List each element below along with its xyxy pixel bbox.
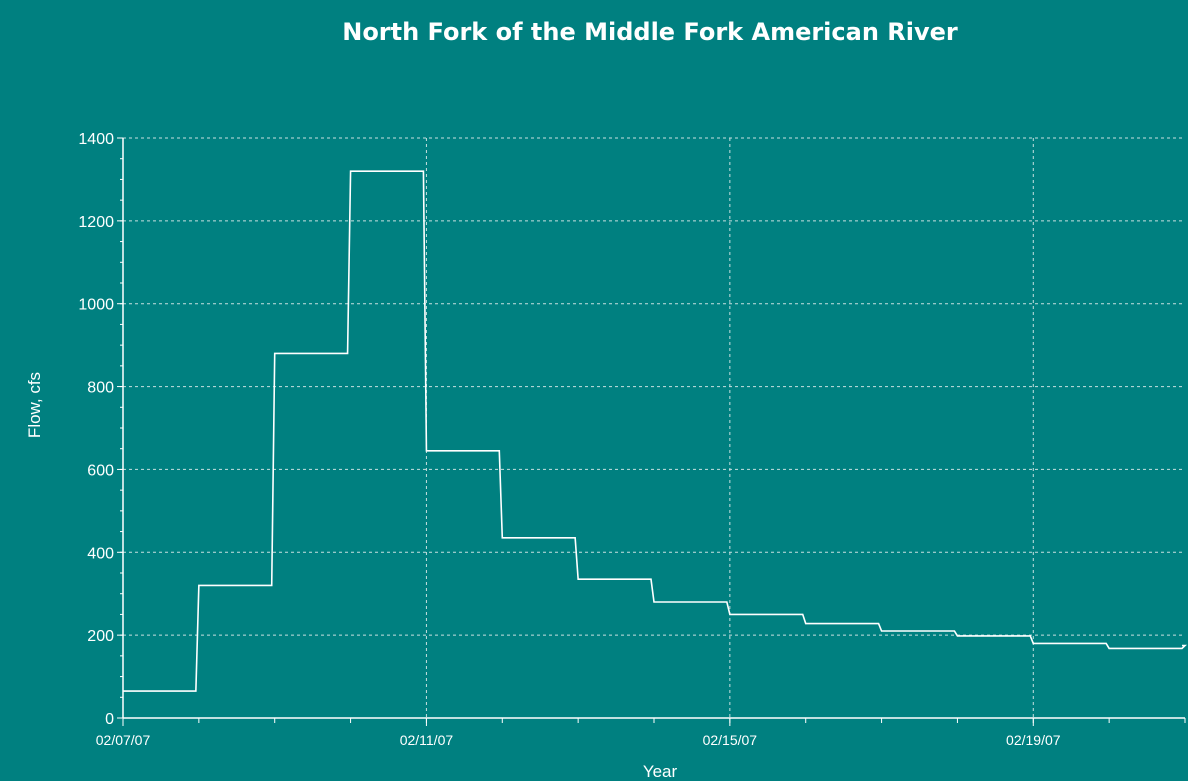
x-axis-title: Year (643, 762, 678, 781)
y-tick-label: 0 (105, 711, 114, 728)
y-tick-label: 1200 (78, 214, 114, 231)
x-tick-label: 02/19/07 (1006, 732, 1061, 748)
y-tick-label: 1400 (78, 131, 114, 148)
x-tick-label: 02/11/07 (400, 732, 454, 748)
y-axis-title: Flow, cfs (25, 372, 44, 438)
y-tick-label: 600 (87, 462, 114, 479)
x-tick-label: 02/07/07 (96, 732, 151, 748)
series-line (123, 170, 1187, 692)
y-tick-label: 200 (87, 628, 114, 645)
y-tick-label: 800 (87, 380, 114, 397)
y-tick-label: 400 (87, 545, 114, 562)
x-tick-label: 02/15/07 (703, 732, 758, 748)
y-tick-label: 1000 (78, 297, 114, 314)
chart-title: North Fork of the Middle Fork American R… (342, 18, 958, 46)
